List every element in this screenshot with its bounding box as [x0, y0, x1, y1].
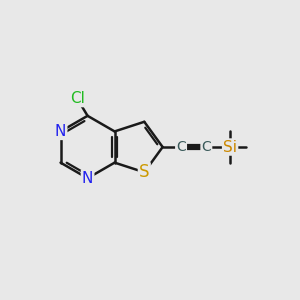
Text: N: N [82, 171, 93, 186]
Text: N: N [55, 124, 66, 139]
Text: C: C [176, 140, 186, 154]
Text: C: C [202, 140, 211, 154]
Text: Si: Si [223, 140, 237, 154]
Text: S: S [139, 163, 149, 181]
Text: Cl: Cl [70, 91, 85, 106]
